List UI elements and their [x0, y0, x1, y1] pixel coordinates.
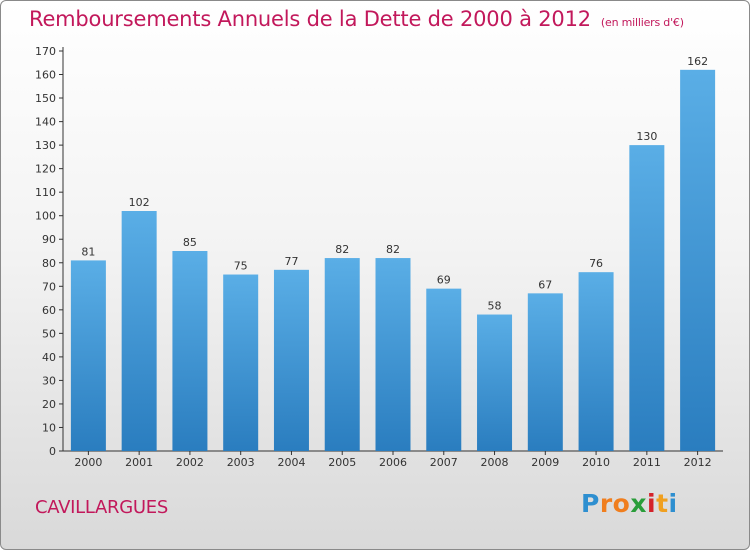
- logo-letter: P: [581, 489, 600, 518]
- y-tick-label: 130: [35, 139, 56, 152]
- y-tick-label: 150: [35, 92, 56, 105]
- chart-title: Remboursements Annuels de la Dette de 20…: [29, 7, 684, 31]
- x-tick-label: 2008: [481, 456, 509, 469]
- x-tick-label: 2012: [684, 456, 712, 469]
- x-tick-label: 2000: [74, 456, 102, 469]
- bar-value-label: 69: [437, 274, 451, 287]
- logo-letter: x: [630, 489, 647, 518]
- x-tick-label: 2011: [633, 456, 661, 469]
- bar: [680, 69, 716, 451]
- proxiti-logo: Proxiti: [581, 489, 678, 518]
- x-tick-label: 2007: [430, 456, 458, 469]
- bar-value-label: 58: [488, 300, 502, 313]
- logo-letter: i: [647, 489, 657, 518]
- x-tick-label: 2005: [328, 456, 356, 469]
- x-tick-label: 2006: [379, 456, 407, 469]
- bar-value-label: 75: [234, 260, 248, 273]
- bar-value-label: 81: [81, 245, 95, 258]
- y-tick-label: 110: [35, 186, 56, 199]
- bar: [172, 251, 208, 451]
- y-tick-label: 160: [35, 69, 56, 82]
- x-tick-label: 2002: [176, 456, 204, 469]
- bar-value-label: 67: [538, 278, 552, 291]
- x-tick-label: 2003: [227, 456, 255, 469]
- bar: [527, 293, 563, 451]
- title-main: Remboursements Annuels de la Dette de 20…: [29, 7, 591, 31]
- title-unit: (en milliers d'€): [600, 16, 684, 29]
- x-tick-label: 2004: [277, 456, 305, 469]
- bar: [629, 145, 665, 451]
- bar-value-label: 82: [386, 243, 400, 256]
- y-tick-label: 140: [35, 116, 56, 129]
- bar-value-label: 162: [687, 55, 708, 68]
- y-tick-label: 60: [42, 304, 56, 317]
- y-tick-label: 40: [42, 351, 56, 364]
- bar: [324, 258, 360, 451]
- bar: [70, 260, 106, 451]
- y-tick-label: 50: [42, 327, 56, 340]
- commune-name: CAVILLARGUES: [35, 497, 168, 518]
- bar-value-label: 102: [129, 196, 150, 209]
- bar-value-label: 82: [335, 243, 349, 256]
- x-tick-label: 2001: [125, 456, 153, 469]
- y-tick-label: 170: [35, 45, 56, 58]
- x-tick-label: 2009: [531, 456, 559, 469]
- y-tick-label: 0: [49, 445, 56, 458]
- logo-letter: t: [656, 489, 669, 518]
- bar-value-label: 76: [589, 257, 603, 270]
- logo-letter: r: [599, 489, 613, 518]
- bar: [375, 258, 411, 451]
- y-tick-label: 90: [42, 233, 56, 246]
- logo-letter: o: [612, 489, 631, 518]
- y-tick-label: 80: [42, 257, 56, 270]
- bar: [223, 274, 259, 451]
- bar-value-label: 130: [636, 130, 657, 143]
- bar: [121, 211, 157, 451]
- bar: [273, 269, 309, 451]
- bar: [477, 314, 513, 451]
- bar: [578, 272, 614, 451]
- bar-value-label: 77: [284, 255, 298, 268]
- y-tick-label: 70: [42, 280, 56, 293]
- y-tick-label: 20: [42, 398, 56, 411]
- bar: [426, 288, 462, 451]
- y-tick-label: 10: [42, 421, 56, 434]
- logo-letter: i: [668, 489, 678, 518]
- bar-value-label: 85: [183, 236, 197, 249]
- y-tick-label: 100: [35, 210, 56, 223]
- y-tick-label: 120: [35, 163, 56, 176]
- x-tick-label: 2010: [582, 456, 610, 469]
- y-tick-label: 30: [42, 374, 56, 387]
